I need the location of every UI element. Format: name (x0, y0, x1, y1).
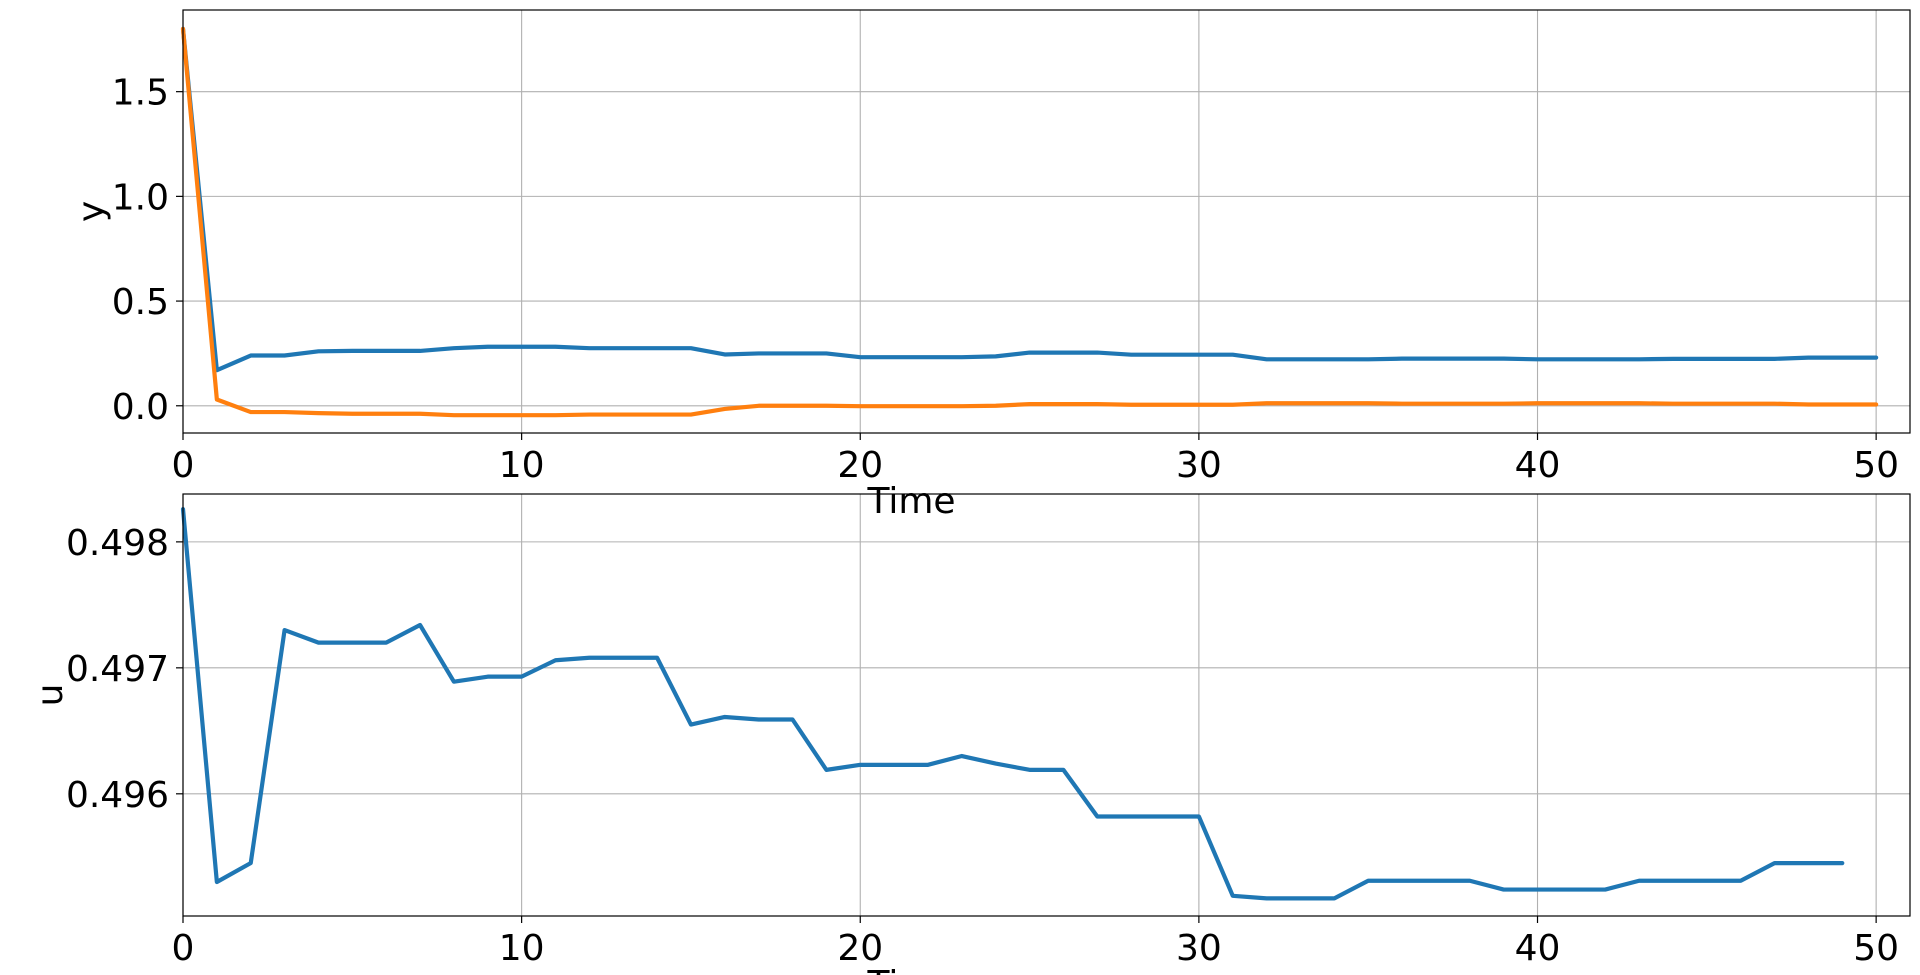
x-axis-label: Time (866, 481, 955, 522)
y-tick-label: 1.5 (112, 73, 169, 114)
x-tick-label: 50 (1853, 928, 1899, 969)
axes-frame (182, 493, 1911, 917)
x-tick-label: 40 (1515, 445, 1561, 486)
x-tick-label: 20 (837, 928, 883, 969)
x-tick-label: 10 (499, 445, 545, 486)
x-tick-label: 0 (172, 928, 195, 969)
y-axis-label: u (30, 684, 71, 707)
series-line-1 (180, 26, 1879, 373)
x-tick-label: 0 (172, 445, 195, 486)
series-line-1 (180, 507, 1845, 901)
x-tick-label: 30 (1176, 445, 1222, 486)
series-line-2 (180, 26, 1879, 418)
y-tick-label: 0.0 (112, 387, 169, 428)
x-tick-label: 20 (837, 445, 883, 486)
x-tick-label: 30 (1176, 928, 1222, 969)
x-tick-label: 40 (1515, 928, 1561, 969)
y-tick-label: 0.496 (66, 775, 169, 816)
y-tick-label: 1.0 (112, 177, 169, 218)
y-tick-label: 0.497 (66, 649, 169, 690)
y-tick-label: 0.5 (112, 282, 169, 323)
x-axis-label: Time (866, 964, 955, 975)
subplot-u: 0 10 20 30 40 50 0.496 0.497 0.498 Time u (30, 493, 1911, 975)
x-tick-label: 50 (1853, 445, 1899, 486)
y-tick-label: 0.498 (66, 523, 169, 564)
axes-frame (182, 9, 1911, 434)
subplot-y: 0 10 20 30 40 50 0.0 0.5 1.0 1.5 Time y (71, 9, 1911, 522)
y-axis-label: y (71, 201, 112, 222)
x-tick-label: 10 (499, 928, 545, 969)
